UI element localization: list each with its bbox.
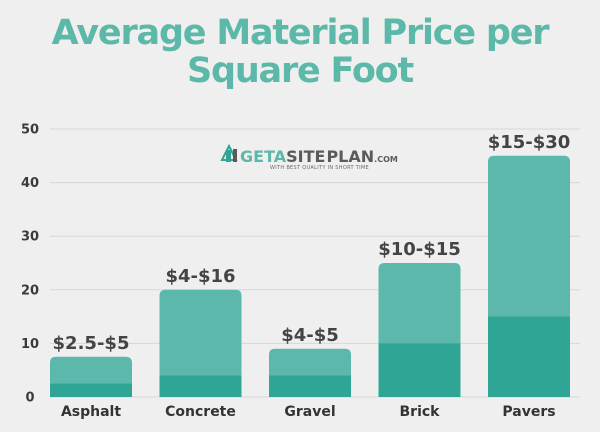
data-label-pavers: $15-$30 [488, 132, 571, 153]
bars [50, 155, 570, 397]
bar-low-asphalt [50, 383, 132, 397]
x-tick-label-gravel: Gravel [284, 404, 335, 420]
logo-icon [220, 143, 238, 162]
bar-high-concrete [159, 289, 242, 397]
data-label-concrete: $4-$16 [165, 266, 235, 287]
x-axis: Asphalt Concrete Gravel Brick Pavers [61, 404, 556, 420]
y-tick-label: 40 [21, 176, 39, 191]
logo-word-site: SITE [286, 147, 325, 166]
x-tick-label-concrete: Concrete [165, 404, 236, 420]
data-label-asphalt: $2.5-$5 [53, 333, 130, 354]
y-tick-label: 10 [21, 337, 39, 352]
bar-low-pavers [488, 316, 570, 397]
y-tick-label: 20 [21, 283, 39, 298]
logo-word-plan: PLAN [326, 147, 374, 166]
brand-logo: GETASITEPLAN.COM WITH BEST QUALITY IN SH… [220, 143, 398, 171]
logo-tagline: WITH BEST QUALITY IN SHORT TIME [270, 165, 369, 171]
logo-word-a: A [274, 147, 287, 166]
logo-word-get: GET [240, 147, 275, 166]
y-tick-label: 0 [25, 391, 34, 406]
x-tick-label-pavers: Pavers [502, 404, 555, 420]
data-label-gravel: $4-$5 [281, 325, 339, 346]
bar-low-concrete [159, 375, 242, 397]
chart-title-line-2: Square Foot [187, 51, 414, 91]
x-tick-label-asphalt: Asphalt [61, 404, 121, 420]
bar-low-gravel [269, 375, 351, 397]
data-labels: $2.5-$5 $4-$16 $4-$5 $10-$15 $15-$30 [53, 132, 571, 354]
y-tick-label: 30 [21, 230, 39, 245]
chart-title-line-1: Average Material Price per [52, 13, 551, 53]
y-axis: 0 10 20 30 40 50 [21, 123, 39, 406]
bar-low-brick [378, 343, 461, 397]
y-tick-label: 50 [21, 123, 39, 138]
logo-word-com: .COM [374, 155, 398, 164]
data-label-brick: $10-$15 [378, 239, 461, 260]
x-tick-label-brick: Brick [400, 404, 441, 420]
logo-wordmark: GETASITEPLAN.COM [240, 147, 398, 166]
